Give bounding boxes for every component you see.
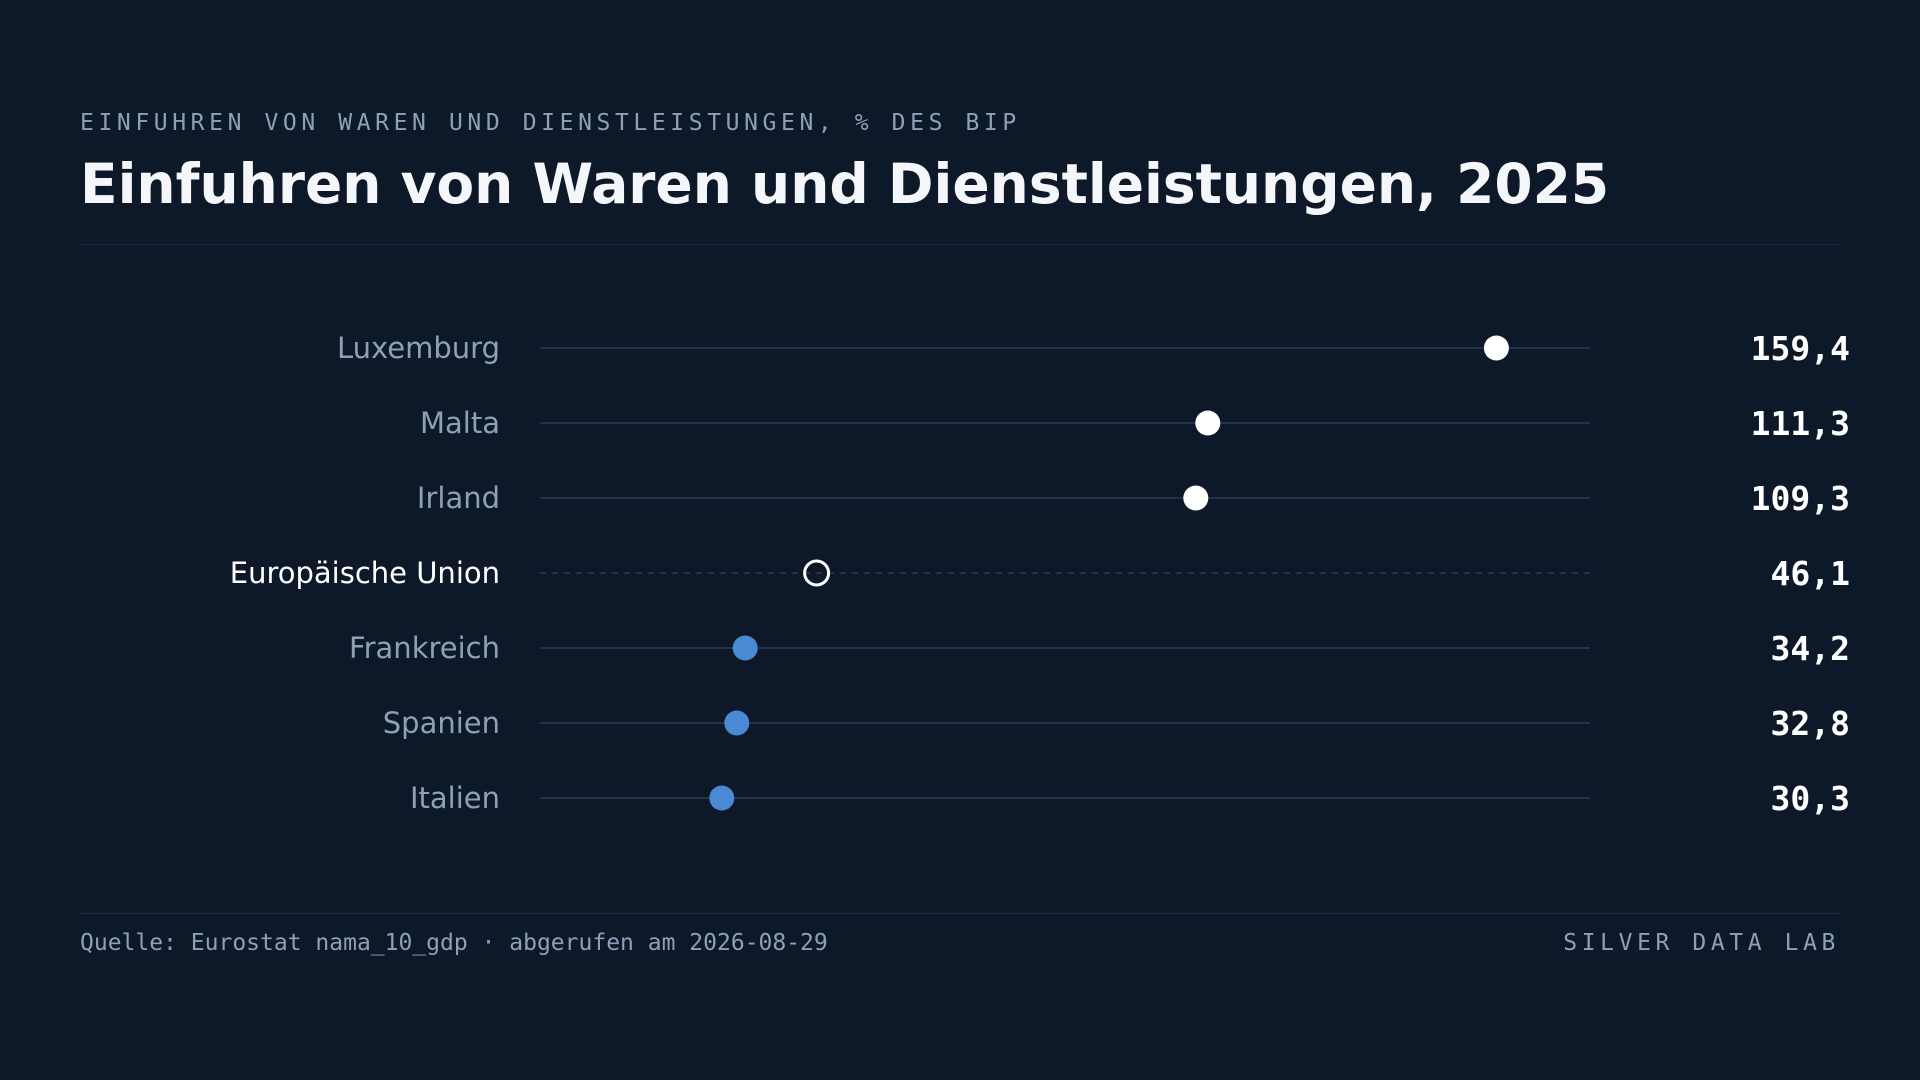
data-dot [1483,335,1509,361]
chart-title: Einfuhren von Waren und Dienstleistungen… [80,152,1610,216]
data-dot [709,785,735,811]
category-label: Europäische Union [230,556,500,590]
category-label: Italien [410,781,500,815]
source-note: Quelle: Eurostat nama_10_gdp · abgerufen… [80,930,828,956]
header-divider [80,244,1840,245]
value-label: 109,3 [1751,479,1850,518]
brand-label: SILVER DATA LAB [1563,930,1840,956]
chart-eyebrow: EINFUHREN VON WAREN UND DIENSTLEISTUNGEN… [80,110,1021,136]
data-dot [1195,410,1221,436]
value-label: 30,3 [1771,779,1850,818]
footer-divider [80,913,1840,914]
category-label: Malta [420,406,500,440]
data-dot [1183,485,1209,511]
category-label: Frankreich [349,631,500,665]
value-label: 111,3 [1751,404,1850,443]
category-label: Irland [417,481,500,515]
value-label: 32,8 [1771,704,1850,743]
reference-dot [803,559,831,587]
value-label: 159,4 [1751,329,1850,368]
category-label: Luxemburg [337,331,500,365]
value-label: 46,1 [1771,554,1850,593]
category-label: Spanien [383,706,500,740]
data-dot [724,710,750,736]
data-dot [732,635,758,661]
value-label: 34,2 [1771,629,1850,668]
